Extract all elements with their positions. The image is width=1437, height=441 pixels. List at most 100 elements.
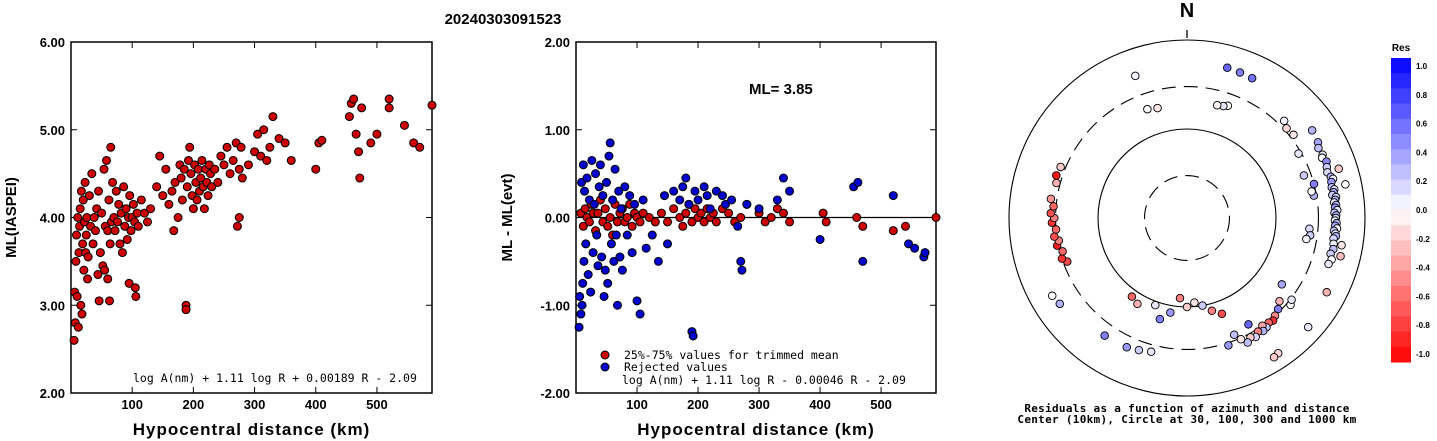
- rejected-point: [653, 256, 663, 266]
- colorbar-tick-label: -0.6: [1416, 292, 1430, 301]
- ml-value-label: ML= 3.85: [749, 81, 813, 98]
- colorbar-segment: [1391, 240, 1411, 257]
- trimmed-mean-point: [644, 213, 654, 222]
- y-tick-label: 0.00: [545, 211, 570, 226]
- data-point: [351, 129, 361, 139]
- data-point: [169, 226, 179, 236]
- rejected-point: [702, 191, 712, 201]
- station-residual-point: [1324, 259, 1333, 269]
- y-tick-label: 3.00: [40, 298, 65, 313]
- data-point: [232, 221, 242, 231]
- y-tick-label: 6.00: [40, 35, 65, 50]
- trimmed-mean-point: [622, 213, 632, 222]
- trimmed-mean-point: [724, 208, 734, 218]
- trimmed-mean-point: [711, 217, 721, 227]
- station-residual-point: [1166, 308, 1175, 317]
- station-residual-point: [1269, 353, 1279, 362]
- data-point: [103, 274, 113, 284]
- residual-scatter-panel: 100 200 300 400 500 -2.00 -1.00 0.00 1.00 2.00 Hyp…: [499, 35, 941, 439]
- data-point: [76, 186, 86, 196]
- data-point: [357, 103, 367, 113]
- data-point: [170, 177, 180, 187]
- colorbar-segment: [1391, 149, 1411, 165]
- data-point: [173, 213, 183, 222]
- rejected-point: [579, 256, 589, 266]
- rejected-point: [690, 186, 700, 196]
- rejected-point: [603, 278, 613, 288]
- station-residual-point: [1277, 280, 1287, 289]
- rejected-point: [705, 204, 715, 214]
- left-scatter-panel: 100 200 300 400 500 2.00 3.00 4.00 5.00 6.00 Hypoc…: [3, 35, 437, 439]
- data-point: [366, 138, 376, 148]
- station-residual-point: [1229, 330, 1239, 340]
- data-point: [344, 112, 354, 122]
- station-residual-point: [1336, 252, 1345, 261]
- station-residual-point: [1055, 299, 1065, 309]
- rejected-point: [638, 195, 648, 205]
- colorbar-tick-label: 0.4: [1416, 148, 1428, 157]
- x-tick-label: 500: [870, 397, 892, 412]
- data-point: [84, 191, 94, 201]
- data-point: [179, 164, 189, 174]
- station-residual-point: [1182, 302, 1192, 312]
- data-point: [130, 283, 140, 293]
- station-residual-point: [1051, 225, 1061, 234]
- trimmed-mean-point: [627, 221, 637, 231]
- station-residual-point: [1289, 130, 1298, 140]
- north-label: N: [1180, 0, 1194, 22]
- trimmed-mean-point: [778, 208, 788, 218]
- data-point: [167, 186, 177, 196]
- legend-label: Rejected values: [624, 360, 728, 374]
- data-point: [197, 155, 207, 165]
- data-point: [250, 147, 260, 157]
- data-point: [199, 204, 209, 214]
- data-point: [78, 195, 88, 205]
- rejected-point: [737, 265, 747, 275]
- rejected-point: [615, 252, 625, 262]
- data-point: [77, 309, 87, 319]
- colorbar-segment: [1391, 331, 1411, 348]
- data-point: [75, 204, 85, 214]
- data-point: [349, 94, 359, 104]
- rejected-point: [727, 195, 737, 205]
- rejected-point: [736, 256, 746, 266]
- colorbar-segment: [1391, 134, 1411, 150]
- data-point: [384, 94, 394, 104]
- data-point: [125, 191, 135, 201]
- rejected-point: [920, 248, 930, 258]
- data-point: [103, 226, 113, 236]
- station-residual-point: [1243, 338, 1252, 347]
- data-point: [99, 164, 109, 174]
- data-point: [97, 208, 107, 218]
- colorbar-segment: [1391, 118, 1411, 135]
- polar-residual-panel: N Residuals as a function of azimuth and …: [1008, 0, 1430, 426]
- distance-ring-300km: [1054, 85, 1320, 351]
- data-point: [155, 151, 165, 161]
- rejected-point: [693, 195, 703, 205]
- rejected-point: [910, 243, 920, 253]
- colorbar-segment: [1391, 164, 1411, 181]
- x-tick-label: 500: [366, 397, 388, 412]
- data-point: [126, 226, 136, 236]
- x-tick-label: 100: [121, 397, 143, 412]
- data-point: [94, 296, 104, 306]
- data-point: [372, 129, 382, 139]
- data-point: [216, 151, 226, 161]
- colorbar-tick-label: 0.2: [1416, 177, 1428, 186]
- trimmed-mean-point: [635, 217, 645, 227]
- figure-title: 20240303091523: [445, 11, 562, 28]
- data-point: [222, 142, 232, 152]
- data-point: [76, 300, 86, 310]
- x-tick-label: 200: [183, 397, 205, 412]
- data-point: [228, 155, 238, 165]
- legend-label: 25%-75% values for trimmed mean: [624, 348, 839, 362]
- rejected-point: [595, 160, 605, 170]
- data-point: [132, 208, 142, 218]
- data-point: [81, 230, 91, 240]
- rejected-point: [582, 173, 592, 183]
- trimmed-mean-point: [858, 221, 868, 231]
- data-point: [409, 138, 419, 148]
- rejected-point: [605, 138, 615, 148]
- colorbar-segment: [1391, 88, 1411, 105]
- y-tick-label: 2.00: [40, 386, 65, 401]
